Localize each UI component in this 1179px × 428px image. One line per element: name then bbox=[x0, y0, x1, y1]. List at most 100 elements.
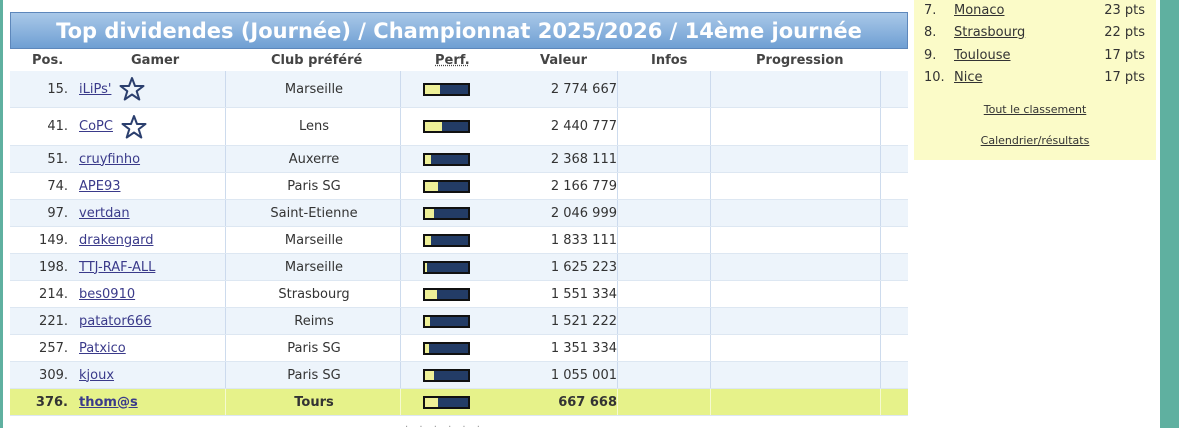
left-border bbox=[0, 0, 3, 428]
star-icon bbox=[121, 114, 147, 140]
row-perf bbox=[423, 281, 470, 307]
perf-bar bbox=[423, 179, 470, 193]
gamer-link[interactable]: bes0910 bbox=[79, 286, 136, 302]
table-row: 214. bes0910 Strasbourg 1 551 334 bbox=[10, 281, 908, 308]
row-position: 41. bbox=[47, 119, 68, 134]
row-gamer: bes0910 bbox=[79, 281, 135, 307]
row-gamer: TTJ-RAF-ALL bbox=[79, 254, 155, 280]
gamer-link[interactable]: APE93 bbox=[79, 178, 121, 194]
table-row: 41. CoPC Lens 2 440 777 bbox=[10, 108, 908, 146]
full-ranking-link[interactable]: Tout le classement bbox=[983, 103, 1087, 116]
perf-bar bbox=[423, 287, 470, 301]
row-value: 2 046 999 bbox=[550, 205, 617, 221]
table-row: 221. patator666 Reims 1 521 222 bbox=[10, 308, 908, 335]
perf-bar bbox=[423, 206, 470, 220]
perf-bar bbox=[423, 120, 470, 133]
table-row: 257. Patxico Paris SG 1 351 334 bbox=[10, 335, 908, 362]
row-perf bbox=[423, 335, 470, 361]
header-club: Club préféré bbox=[271, 53, 363, 68]
ranking-team-link[interactable]: Strasbourg bbox=[954, 25, 1026, 40]
row-position: 74. bbox=[47, 178, 68, 194]
row-value: 667 668 bbox=[558, 394, 617, 410]
row-perf bbox=[423, 254, 470, 280]
header-perf[interactable]: Perf. bbox=[435, 53, 470, 68]
row-value: 1 351 334 bbox=[550, 340, 617, 356]
ranking-team-link[interactable]: Monaco bbox=[954, 3, 1005, 18]
row-position: 309. bbox=[39, 367, 68, 383]
row-club: Auxerre bbox=[288, 151, 340, 167]
row-club: Reims bbox=[294, 313, 334, 329]
row-value: 2 440 777 bbox=[550, 119, 617, 134]
perf-bar-fill bbox=[425, 316, 431, 326]
gamer-link[interactable]: iLiPs' bbox=[79, 81, 112, 97]
pagination-dots: · · · · · · bbox=[405, 422, 484, 428]
row-position: 221. bbox=[39, 313, 68, 329]
perf-bar bbox=[423, 314, 470, 328]
gamer-link[interactable]: kjoux bbox=[79, 367, 115, 383]
gamer-link[interactable]: thom@s bbox=[79, 394, 138, 410]
perf-bar-fill bbox=[425, 154, 432, 164]
ranking-number: 7. bbox=[924, 3, 937, 18]
table-row: 51. cruyfinho Auxerre 2 368 111 bbox=[10, 146, 908, 173]
ranking-team-link[interactable]: Nice bbox=[954, 70, 983, 85]
row-club: Paris SG bbox=[287, 178, 341, 194]
row-club: Lens bbox=[298, 119, 330, 134]
row-gamer: patator666 bbox=[79, 308, 152, 334]
right-border bbox=[1160, 0, 1179, 428]
row-gamer: drakengard bbox=[79, 227, 153, 253]
calendar-link[interactable]: Calendrier/résultats bbox=[980, 134, 1090, 147]
row-value: 2 166 779 bbox=[550, 178, 617, 194]
perf-bar-fill bbox=[425, 84, 441, 94]
row-club: Marseille bbox=[284, 259, 344, 275]
gamer-link[interactable]: TTJ-RAF-ALL bbox=[79, 259, 156, 275]
dividends-table: 15. iLiPs' Marseille 2 774 667 41. CoPC Lens 2 … bbox=[10, 71, 908, 416]
row-club: Saint-Etienne bbox=[270, 205, 358, 221]
row-perf bbox=[423, 200, 470, 226]
perf-bar bbox=[423, 152, 470, 166]
perf-bar-fill bbox=[425, 262, 427, 272]
row-gamer: Patxico bbox=[79, 335, 126, 361]
gamer-link[interactable]: vertdan bbox=[79, 205, 130, 221]
page-title: Top dividendes (Journée) / Championnat 2… bbox=[56, 18, 862, 43]
row-value: 1 055 001 bbox=[550, 367, 617, 383]
row-club: Marseille bbox=[284, 81, 344, 97]
perf-bar bbox=[423, 233, 470, 247]
star-icon bbox=[119, 76, 145, 102]
row-gamer: thom@s bbox=[79, 389, 138, 415]
row-gamer: APE93 bbox=[79, 173, 121, 199]
gamer-link[interactable]: CoPC bbox=[79, 119, 113, 134]
row-club: Paris SG bbox=[287, 367, 341, 383]
ranking-row: 9. Toulouse 17 pts bbox=[914, 45, 1156, 67]
ranking-row: 8. Strasbourg 22 pts bbox=[914, 22, 1156, 44]
perf-bar-fill bbox=[425, 208, 435, 218]
row-perf bbox=[423, 362, 470, 388]
row-club: Tours bbox=[294, 394, 334, 410]
perf-bar-fill bbox=[425, 235, 432, 245]
ranking-points: 17 pts bbox=[1104, 48, 1145, 63]
perf-bar bbox=[423, 395, 470, 409]
row-position: 149. bbox=[39, 232, 68, 248]
row-club: Paris SG bbox=[287, 340, 341, 356]
row-position: 51. bbox=[47, 151, 68, 167]
row-position: 198. bbox=[39, 259, 68, 275]
ranking-number: 8. bbox=[924, 25, 937, 40]
gamer-link[interactable]: Patxico bbox=[79, 340, 126, 356]
gamer-link[interactable]: patator666 bbox=[79, 313, 152, 329]
row-club: Marseille bbox=[284, 232, 344, 248]
gamer-link[interactable]: drakengard bbox=[79, 232, 154, 248]
header-progression: Progression bbox=[756, 53, 844, 68]
row-value: 1 833 111 bbox=[550, 232, 617, 248]
perf-bar-fill bbox=[425, 370, 434, 380]
table-row: 309. kjoux Paris SG 1 055 001 bbox=[10, 362, 908, 389]
gamer-link[interactable]: cruyfinho bbox=[79, 151, 141, 167]
perf-bar-fill bbox=[425, 181, 438, 191]
ranking-points: 17 pts bbox=[1104, 70, 1145, 85]
table-row: 149. drakengard Marseille 1 833 111 bbox=[10, 227, 908, 254]
table-row: 74. APE93 Paris SG 2 166 779 bbox=[10, 173, 908, 200]
ranking-team-link[interactable]: Toulouse bbox=[954, 48, 1011, 63]
table-title-bar: Top dividendes (Journée) / Championnat 2… bbox=[10, 12, 908, 49]
table-row: 198. TTJ-RAF-ALL Marseille 1 625 223 bbox=[10, 254, 908, 281]
ranking-row: 10. Nice 17 pts bbox=[914, 67, 1156, 89]
perf-bar bbox=[423, 82, 470, 96]
perf-bar-fill bbox=[425, 122, 443, 131]
